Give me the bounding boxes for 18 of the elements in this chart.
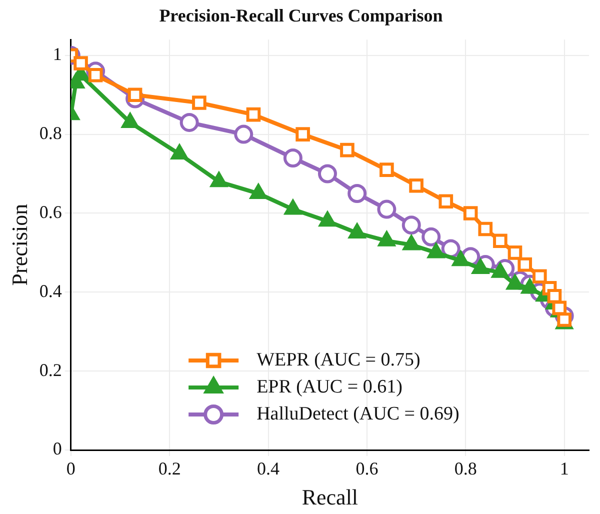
chart-title: Precision-Recall Curves Comparison xyxy=(159,5,443,26)
x-tick-label: 0.6 xyxy=(356,458,378,479)
y-tick-label: 0.6 xyxy=(39,202,62,222)
x-tick-label: 0.4 xyxy=(257,458,280,479)
y-axis-title: Precision xyxy=(6,204,32,286)
y-tick-label: 1 xyxy=(52,44,62,64)
y-tick-label: 0.8 xyxy=(39,123,62,144)
y-tick-label: 0.4 xyxy=(39,280,62,301)
x-tick-label: 0.8 xyxy=(454,458,477,479)
y-tick-label: 0.2 xyxy=(39,360,62,380)
x-tick-label: 0.2 xyxy=(158,458,181,479)
x-tick-label: 0 xyxy=(66,458,76,479)
legend-label: WEPR (AUC = 0.75) xyxy=(256,349,420,370)
y-tick-label: 0 xyxy=(52,438,62,459)
legend-label: EPR (AUC = 0.61) xyxy=(256,376,402,398)
x-tick-label: 1 xyxy=(560,458,569,479)
legend-label: HalluDetect (AUC = 0.69) xyxy=(256,403,460,424)
x-axis-title: Recall xyxy=(302,484,358,510)
